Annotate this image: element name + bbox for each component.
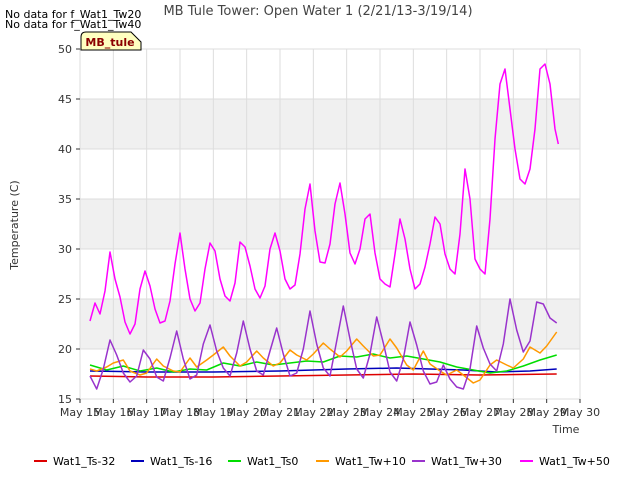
legend-label-Wat1_Ts-32: Wat1_Ts-32: [53, 455, 115, 468]
y-tick-label-15: 15: [58, 393, 72, 406]
y-tick-label-35: 35: [58, 193, 72, 206]
x-tick-label-17: May 17: [127, 406, 167, 419]
x-axis-label: Time: [552, 423, 580, 436]
series-lines: [89, 63, 560, 390]
shaded-band-0: [80, 299, 580, 349]
legend-label-Wat1_Tw+10: Wat1_Tw+10: [335, 455, 406, 468]
plot-area: [80, 49, 580, 399]
x-tick-label-15: May 15: [60, 406, 100, 419]
shaded-band-2: [80, 99, 580, 149]
x-tick-label-30: May 30: [560, 406, 600, 419]
y-tick-label-45: 45: [58, 93, 72, 106]
y-tick-label-40: 40: [58, 143, 72, 156]
y-axis-label: Temperature (C): [8, 180, 21, 270]
series-line-Wat1_Tw+30: [89, 298, 558, 390]
x-tick-label-28: May 28: [493, 406, 533, 419]
legend-label-Wat1_Ts-16: Wat1_Ts-16: [150, 455, 212, 468]
series-line-Wat1_Ts0: [89, 353, 557, 374]
no-data-message-1: No data for f_Wat1_Tw20: [5, 8, 141, 21]
y-tick-label-30: 30: [58, 243, 72, 256]
series-line-Wat1_Ts-16: [89, 367, 557, 373]
x-tick-label-29: May 29: [527, 406, 567, 419]
y-tick-label-20: 20: [58, 343, 72, 356]
chart-title: MB Tule Tower: Open Water 1 (2/21/13-3/1…: [163, 4, 472, 19]
y-tick-label-50: 50: [58, 43, 72, 56]
x-tick-label-21: May 21: [260, 406, 300, 419]
x-tick-label-22: May 22: [293, 406, 333, 419]
no-data-message-2: No data for f_Wat1_Tw40: [5, 18, 141, 31]
series-line-Wat1_Tw+50: [89, 63, 560, 335]
x-tick-label-26: May 26: [427, 406, 467, 419]
legend-label-Wat1_Tw+30: Wat1_Tw+30: [431, 455, 502, 468]
legend-label-Wat1_Tw+50: Wat1_Tw+50: [539, 455, 610, 468]
legend-label-Wat1_Ts0: Wat1_Ts0: [247, 455, 298, 468]
x-tick-label-19: May 19: [193, 406, 233, 419]
station-badge: MB_tule: [80, 31, 142, 51]
x-tick-label-23: May 23: [327, 406, 367, 419]
x-tick-label-16: May 16: [93, 406, 133, 419]
x-tick-label-18: May 18: [160, 406, 200, 419]
x-tick-label-27: May 27: [460, 406, 500, 419]
station-badge-box: [80, 31, 142, 51]
station-badge-label: MB_tule: [85, 36, 134, 49]
x-tick-label-25: May 25: [393, 406, 433, 419]
y-tick-label-25: 25: [58, 293, 72, 306]
legend: Wat1_Ts-32 Wat1_Ts-16 Wat1_Ts0 Wat1_Tw+10 Wa…: [34, 455, 610, 468]
x-tick-label-24: May 24: [360, 406, 400, 419]
x-tick-label-20: May 20: [227, 406, 267, 419]
